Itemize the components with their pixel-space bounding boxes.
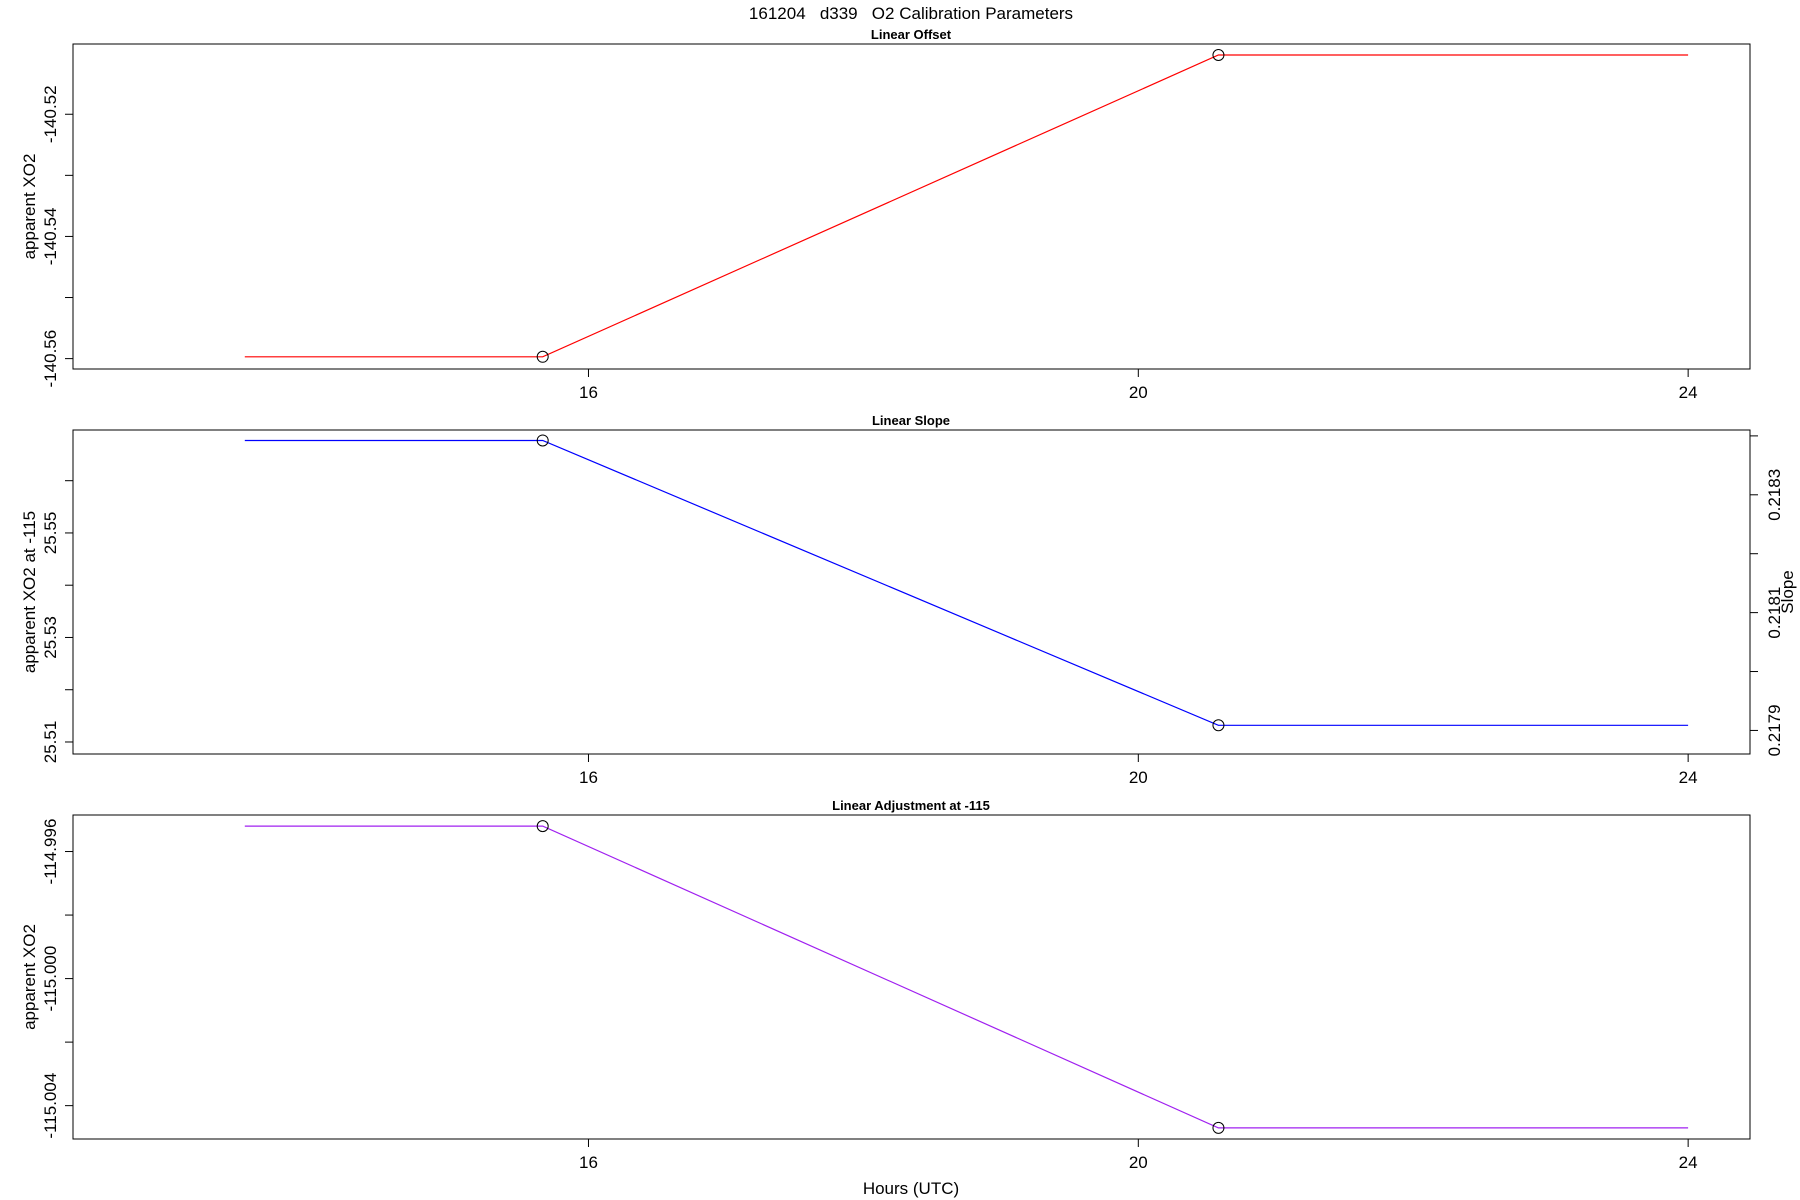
y-tick-label: 25.53 bbox=[41, 616, 60, 659]
data-point bbox=[1212, 719, 1225, 732]
y-tick-label: 25.51 bbox=[41, 721, 60, 764]
y-tick-label: -114.996 bbox=[41, 819, 60, 885]
y-tick-label: -140.54 bbox=[41, 208, 60, 266]
x-tick-label: 24 bbox=[1679, 1153, 1698, 1172]
panel-3: Linear Adjustment at -115 16 20 24 -115.004 -… bbox=[20, 798, 1751, 1172]
y-axis-label: apparent XO2 bbox=[20, 154, 39, 260]
data-point bbox=[1212, 48, 1225, 61]
y-axis-label: apparent XO2 bbox=[20, 924, 39, 1030]
y2-tick-label: 0.2179 bbox=[1765, 704, 1784, 756]
x-tick-label: 16 bbox=[579, 768, 598, 787]
y-axis-label: apparent XO2 at -115 bbox=[20, 511, 39, 673]
data-point bbox=[536, 350, 549, 363]
series-line bbox=[244, 54, 1689, 358]
x-tick-label: 20 bbox=[1129, 383, 1148, 402]
data-point bbox=[536, 820, 549, 833]
data-point bbox=[536, 434, 549, 447]
panel-1: Linear Offset 16 20 24 -140.56 -140.54 -140.52… bbox=[20, 27, 1751, 402]
y-tick-label: -115.000 bbox=[41, 946, 60, 1012]
x-tick-label: 16 bbox=[579, 383, 598, 402]
y2-axis-label: Slope bbox=[1778, 570, 1797, 613]
x-tick-label: 24 bbox=[1679, 768, 1698, 787]
panel-title: Linear Offset bbox=[871, 27, 952, 42]
y-tick-label: -140.52 bbox=[41, 85, 60, 143]
y2-tick-label: 0.2181 bbox=[1765, 587, 1784, 639]
y-tick-label: 25.55 bbox=[41, 512, 60, 555]
panel-title: Linear Slope bbox=[872, 413, 950, 428]
data-point bbox=[1212, 1121, 1225, 1134]
series-line bbox=[244, 439, 1689, 726]
x-axis-label: Hours (UTC) bbox=[863, 1179, 959, 1198]
x-tick-label: 16 bbox=[579, 1153, 598, 1172]
plot-frame bbox=[72, 429, 1751, 755]
y-tick-label: -115.004 bbox=[41, 1073, 60, 1139]
plot-frame bbox=[72, 43, 1751, 370]
x-tick-label: 20 bbox=[1129, 768, 1148, 787]
plot-frame bbox=[72, 814, 1751, 1140]
panel-title: Linear Adjustment at -115 bbox=[832, 798, 990, 813]
panel-2: Linear Slope 16 20 24 25.51 25.53 25.55apparen… bbox=[20, 413, 1797, 787]
y-tick-label: -140.56 bbox=[41, 330, 60, 388]
y2-tick-label: 0.2183 bbox=[1765, 469, 1784, 521]
panels: Linear Offset 16 20 24 -140.56 -140.54 -140.52… bbox=[20, 27, 1797, 1172]
series-line bbox=[244, 825, 1689, 1129]
x-tick-label: 24 bbox=[1679, 383, 1698, 402]
x-tick-label: 20 bbox=[1129, 1153, 1148, 1172]
main-title: 161204 d339 O2 Calibration Parameters bbox=[749, 4, 1073, 23]
